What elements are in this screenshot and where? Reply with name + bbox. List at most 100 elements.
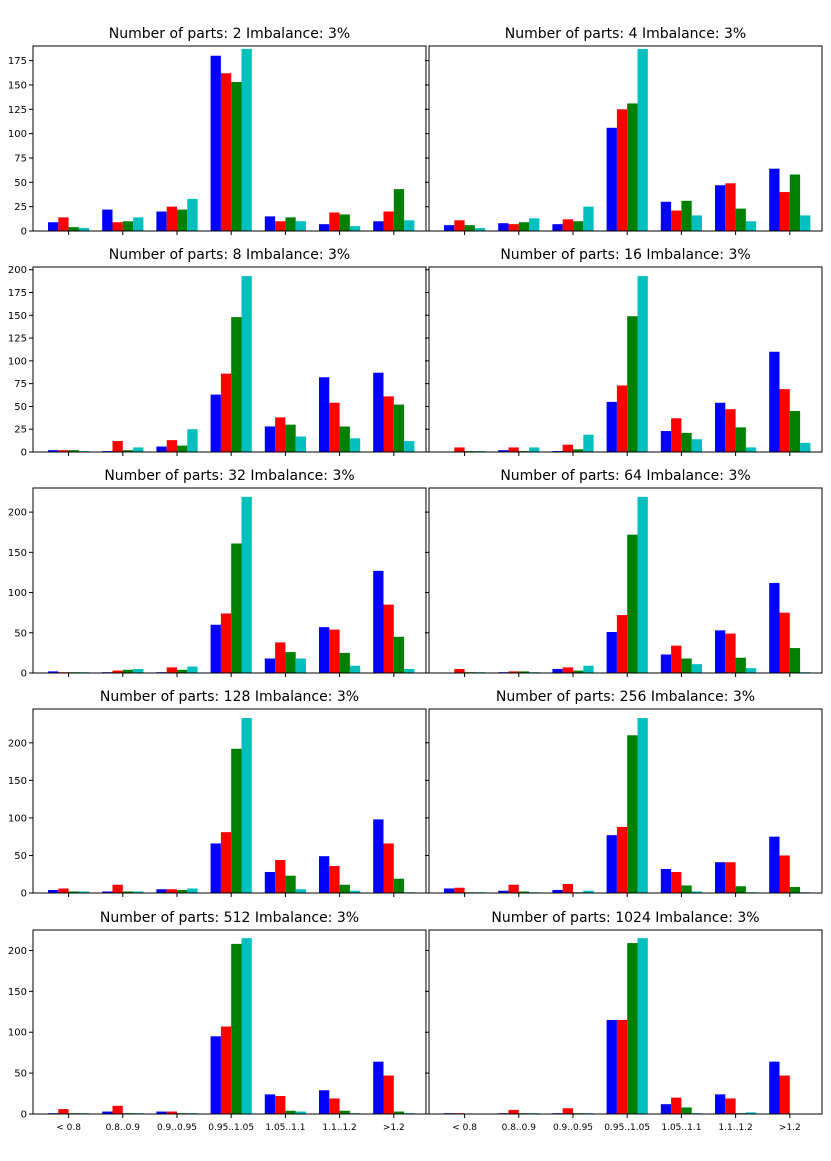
- bar--1-2-series-2: [393, 404, 405, 452]
- bar-1-05-1-1-series-0: [660, 201, 672, 231]
- y-tick-label: 175: [8, 288, 27, 299]
- bar-1-05-1-1-series-2: [681, 432, 692, 452]
- bar-0-9-0-95-series-1: [166, 440, 177, 452]
- bar--1-2-series-1: [779, 855, 790, 893]
- bar-0-8-0-9-series-0: [102, 1111, 113, 1114]
- bar-0-95-1-05-series-2: [231, 543, 242, 673]
- subplot-3: Number of parts: 16 Imbalance: 3%: [425, 247, 823, 456]
- subplot-9: Number of parts: 1024 Imbalance: 3% < 0.8…: [425, 910, 823, 1133]
- bar-1-1-1-2-series-2: [735, 208, 746, 231]
- subplot-8: Number of parts: 512 Imbalance: 3% 0 50 100…: [8, 910, 427, 1133]
- y-tick-label: 50: [14, 1069, 27, 1080]
- bar-0-95-1-05-series-0: [606, 127, 617, 231]
- bar-1-1-1-2-series-2: [339, 1110, 350, 1114]
- bar-0-8-0-9-series-1: [508, 224, 519, 231]
- bar--1-2-series-1: [779, 192, 790, 231]
- bar--1-2-series-0: [373, 570, 384, 673]
- bar-1-1-1-2-series-1: [725, 409, 736, 452]
- bar-0-8-0-9-series-0: [102, 209, 113, 231]
- bar-1-05-1-1-series-0: [264, 216, 276, 231]
- bar-0-95-1-05-series-1: [616, 1019, 628, 1114]
- bar-1-1-1-2-series-3: [349, 438, 361, 452]
- bar-0-95-1-05-series-0: [210, 624, 221, 673]
- bar-1-1-1-2-series-3: [745, 668, 757, 673]
- bar-1-1-1-2-series-3: [349, 890, 361, 893]
- bar--1-2-series-2: [393, 636, 405, 673]
- bar-0-95-1-05-series-0: [210, 394, 221, 452]
- subplot-title: Number of parts: 2 Imbalance: 3%: [109, 26, 350, 42]
- subplot-4: Number of parts: 32 Imbalance: 3% 0 50 100 1…: [8, 468, 427, 680]
- bar--0-8-series-0: [48, 890, 59, 893]
- bar-0-8-0-9-series-3: [133, 668, 144, 673]
- bar-1-1-1-2-series-2: [735, 886, 746, 893]
- y-tick-label: 0: [21, 1110, 27, 1121]
- bar--1-2-series-1: [779, 612, 790, 673]
- bar-0-8-0-9-series-1: [112, 884, 123, 893]
- bar-1-1-1-2-series-0: [319, 856, 330, 893]
- bar-1-1-1-2-series-1: [329, 865, 340, 893]
- y-tick-label: 200: [8, 265, 27, 276]
- bar-0-95-1-05-series-2: [231, 748, 242, 893]
- bar-0-9-0-95-series-0: [156, 211, 167, 231]
- subplot-title: Number of parts: 32 Imbalance: 3%: [104, 468, 354, 484]
- axes-frame: [428, 266, 823, 453]
- bar-0-95-1-05-series-3: [637, 496, 648, 673]
- bar-0-95-1-05-series-1: [616, 615, 628, 673]
- x-tick-label: < 0.8: [452, 1123, 477, 1133]
- bar-0-9-0-95-series-2: [573, 449, 584, 452]
- bar-0-8-0-9-series-1: [508, 671, 519, 673]
- bar-1-05-1-1-series-0: [264, 658, 276, 673]
- bar--1-2-series-0: [769, 836, 780, 893]
- bar-1-1-1-2-series-0: [715, 402, 726, 452]
- bar-0-9-0-95-series-2: [573, 221, 584, 231]
- y-tick-label: 100: [8, 356, 27, 367]
- x-tick-label: >1.2: [779, 1123, 801, 1133]
- bar-1-1-1-2-series-1: [725, 633, 736, 673]
- y-tick-label: 75: [14, 153, 27, 164]
- bar--1-2-series-3: [404, 220, 415, 231]
- bar-0-9-0-95-series-2: [177, 445, 188, 452]
- x-tick-label: 0.95..1.05: [604, 1123, 650, 1133]
- bar-1-05-1-1-series-3: [691, 439, 702, 452]
- bar-0-95-1-05-series-2: [627, 735, 638, 893]
- bar-0-9-0-95-series-1: [166, 1111, 177, 1114]
- bar-0-8-0-9-series-2: [122, 450, 134, 452]
- y-tick-label: 100: [8, 1028, 27, 1039]
- bar--1-2-series-1: [779, 1075, 790, 1114]
- y-tick-label: 0: [21, 448, 27, 459]
- bar--1-2-series-3: [404, 441, 415, 452]
- bar-1-1-1-2-series-0: [715, 862, 726, 893]
- subplot-title: Number of parts: 4 Imbalance: 3%: [505, 26, 746, 42]
- bar-1-1-1-2-series-3: [745, 447, 757, 452]
- bar-0-8-0-9-series-0: [498, 890, 509, 893]
- bar-0-95-1-05-series-3: [637, 276, 648, 452]
- subplot-1: Number of parts: 4 Imbalance: 3%: [425, 26, 823, 235]
- bar-0-8-0-9-series-1: [112, 441, 123, 452]
- bar--0-8-series-0: [48, 671, 59, 673]
- bar-0-9-0-95-series-3: [187, 666, 198, 673]
- bar-0-9-0-95-series-2: [177, 669, 188, 673]
- bar-0-95-1-05-series-2: [231, 82, 242, 231]
- bar-1-05-1-1-series-0: [264, 1094, 276, 1114]
- bar--1-2-series-0: [769, 168, 780, 231]
- bar-0-95-1-05-series-1: [616, 109, 628, 231]
- bar-1-05-1-1-series-3: [295, 221, 306, 231]
- bar-1-05-1-1-series-1: [671, 645, 682, 673]
- bar-0-95-1-05-series-3: [241, 496, 252, 673]
- bar-0-9-0-95-series-1: [166, 667, 177, 673]
- bar--1-2-series-2: [789, 174, 801, 231]
- y-tick-label: 200: [8, 946, 27, 957]
- bar-0-8-0-9-series-0: [102, 891, 113, 893]
- bar-1-05-1-1-series-1: [671, 418, 682, 452]
- y-tick-label: 75: [14, 379, 27, 390]
- bar--0-8-series-1: [454, 887, 465, 893]
- bar-0-9-0-95-series-1: [562, 883, 573, 893]
- bar-1-1-1-2-series-3: [349, 665, 361, 673]
- bar-1-05-1-1-series-1: [671, 1097, 682, 1114]
- bar--1-2-series-0: [373, 819, 384, 893]
- subplot-title: Number of parts: 8 Imbalance: 3%: [109, 247, 350, 263]
- bar-1-1-1-2-series-2: [339, 426, 350, 452]
- subplot-6: Number of parts: 128 Imbalance: 3% 0 50 100…: [8, 689, 427, 900]
- bar-1-05-1-1-series-2: [285, 217, 296, 231]
- bar--1-2-series-1: [383, 211, 394, 231]
